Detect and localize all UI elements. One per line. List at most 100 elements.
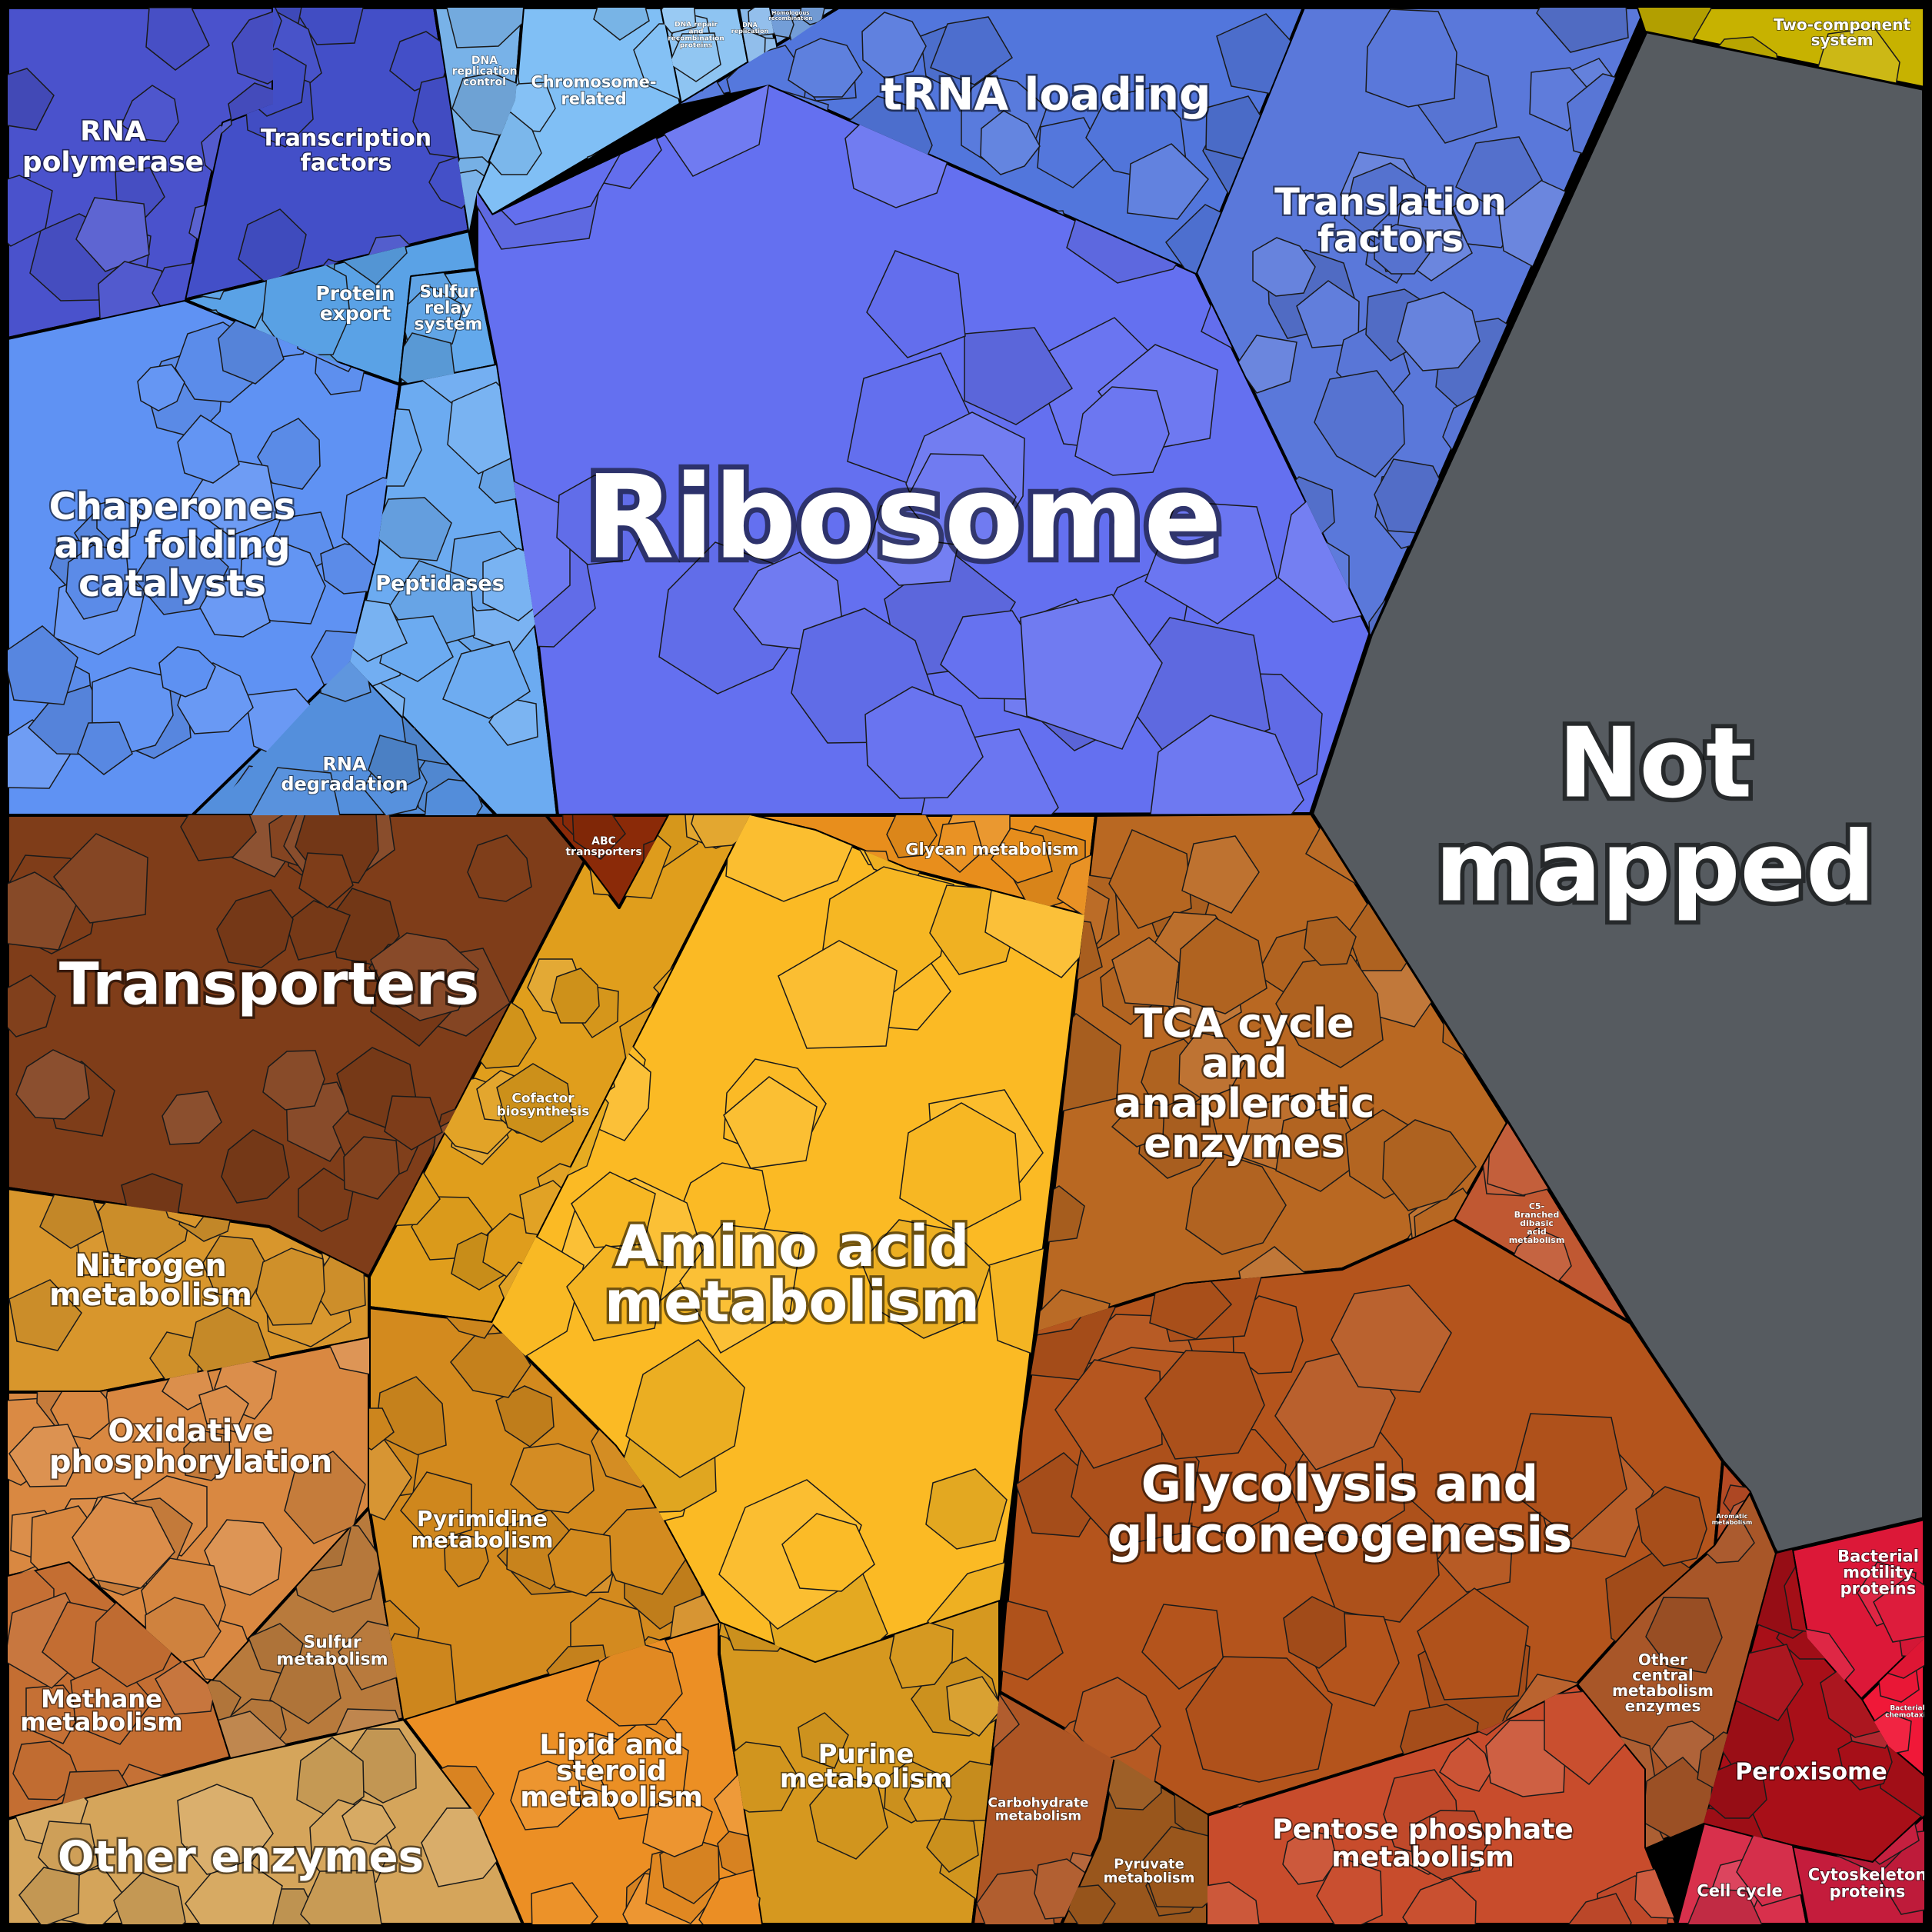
label-glycan-metabolism: Glycan metabolism bbox=[905, 840, 1079, 858]
sub-cell bbox=[1054, 1359, 1163, 1469]
sub-cell bbox=[1144, 1350, 1265, 1460]
sub-cell bbox=[679, 1224, 803, 1354]
sub-cell bbox=[248, 767, 342, 815]
sub-cell bbox=[866, 250, 966, 358]
sub-cell bbox=[556, 475, 648, 565]
sub-cell bbox=[904, 1777, 952, 1822]
sub-cell bbox=[442, 641, 531, 719]
sub-cell bbox=[199, 578, 271, 638]
label-abc-transporters: ABC transporters bbox=[565, 835, 641, 858]
label-c5-branched: C5-Branched dibasic acid metabolism bbox=[1509, 1201, 1565, 1245]
sub-cell bbox=[926, 1818, 979, 1873]
sub-cell bbox=[77, 721, 133, 775]
sub-cell bbox=[586, 1641, 683, 1727]
label-amino-acid-metabolism: Amino acid metabolism bbox=[605, 1214, 980, 1335]
sub-cell bbox=[1150, 715, 1304, 815]
sub-cell bbox=[384, 1095, 443, 1151]
label-pentose-phosphate: Pentose phosphate metabolism bbox=[1272, 1814, 1574, 1874]
sub-cell bbox=[899, 1102, 1021, 1233]
sub-cell bbox=[991, 828, 1053, 884]
label-other-central: Other central metabolism enzymes bbox=[1612, 1651, 1714, 1715]
sub-cell bbox=[1409, 1810, 1489, 1880]
sub-cell bbox=[798, 8, 825, 25]
sub-cell bbox=[1282, 1829, 1337, 1885]
sub-cell bbox=[257, 418, 321, 490]
sub-cell bbox=[300, 1870, 382, 1924]
sub-cell bbox=[185, 1860, 283, 1924]
sub-cell bbox=[496, 1063, 574, 1143]
sub-cell bbox=[343, 1136, 400, 1200]
sub-cell bbox=[1645, 1597, 1723, 1674]
label-protein-export: Protein export bbox=[315, 282, 395, 325]
label-trna-loading: tRNA loading bbox=[881, 68, 1211, 120]
sub-cell bbox=[113, 1872, 186, 1924]
sub-cell bbox=[467, 834, 532, 902]
sub-cell bbox=[1074, 386, 1170, 476]
sub-cell bbox=[781, 1513, 875, 1592]
sub-cell bbox=[1304, 916, 1357, 966]
sub-cell bbox=[551, 968, 600, 1024]
sub-cell bbox=[1252, 237, 1316, 297]
label-two-component: Two-component system bbox=[1774, 15, 1910, 49]
label-cytoskeleton: Cytoskeleton proteins bbox=[1808, 1865, 1927, 1900]
sub-cell bbox=[8, 625, 78, 705]
sub-cell bbox=[400, 1471, 472, 1544]
sub-cell bbox=[1111, 937, 1180, 1008]
sub-cell bbox=[1397, 291, 1481, 371]
texture-lipid-steroid bbox=[404, 1623, 761, 1924]
sub-cell bbox=[133, 535, 229, 615]
sub-cell bbox=[177, 415, 240, 484]
label-cofactor-biosynthesis: Cofactor biosynthesis bbox=[497, 1091, 590, 1119]
sub-cell bbox=[1185, 1152, 1287, 1255]
sub-cell bbox=[1208, 1881, 1261, 1924]
sub-cell bbox=[930, 16, 1013, 85]
sub-cell bbox=[284, 1451, 366, 1544]
sub-cell bbox=[725, 815, 862, 902]
sub-cell bbox=[1283, 1596, 1347, 1669]
label-rna-polymerase: RNA polymerase bbox=[22, 116, 204, 178]
label-chaperones: Chaperones and folding catalysts bbox=[49, 485, 296, 605]
label-bacterial-motility: Bacterial motility proteins bbox=[1837, 1547, 1919, 1597]
sub-cell bbox=[446, 8, 523, 48]
texture-dna-repair bbox=[661, 8, 721, 82]
sub-cell bbox=[204, 1519, 282, 1596]
sub-cell bbox=[369, 1435, 412, 1521]
sub-cell bbox=[323, 1338, 369, 1377]
label-pyruvate-metabolism: Pyruvate metabolism bbox=[1104, 1856, 1195, 1886]
sub-cell bbox=[904, 453, 1017, 550]
sub-cell bbox=[75, 197, 150, 272]
sub-cell bbox=[8, 1424, 82, 1487]
sub-cell bbox=[1178, 1031, 1246, 1101]
sub-cell bbox=[451, 72, 522, 136]
sub-cell bbox=[1374, 224, 1431, 275]
sub-cell bbox=[162, 1091, 222, 1145]
sub-cell bbox=[531, 1882, 598, 1924]
label-oxidative-phosphorylation: Oxidative phosphorylation bbox=[49, 1414, 332, 1480]
sub-cell bbox=[198, 1385, 249, 1433]
texture-cell-cycle bbox=[1684, 1829, 1807, 1924]
sub-cell bbox=[668, 32, 721, 82]
sub-cell bbox=[202, 1235, 269, 1300]
label-glycolysis: Glycolysis and gluconeogenesis bbox=[1108, 1456, 1572, 1564]
sub-cell bbox=[18, 1867, 80, 1924]
sub-cell bbox=[798, 1712, 849, 1769]
sub-cell bbox=[158, 646, 216, 698]
sub-cell bbox=[661, 8, 697, 34]
sub-cell bbox=[936, 821, 984, 873]
sub-cell bbox=[372, 497, 452, 561]
sub-cell bbox=[1331, 1284, 1452, 1393]
sub-cell bbox=[1684, 1887, 1767, 1924]
sub-cell bbox=[8, 175, 53, 247]
sub-cell bbox=[1144, 501, 1277, 625]
sub-cell bbox=[1111, 1103, 1165, 1148]
sub-cell bbox=[15, 1049, 90, 1120]
sub-cell bbox=[510, 1443, 595, 1514]
sub-cell bbox=[1365, 8, 1457, 108]
label-not-mapped: Not mapped bbox=[1435, 707, 1875, 924]
label-sulfur-metabolism: Sulfur metabolism bbox=[276, 1634, 388, 1670]
sub-cell bbox=[510, 1760, 581, 1830]
label-dna-repair: DNA repair and recombination proteins bbox=[668, 22, 724, 50]
sub-cell bbox=[778, 940, 898, 1049]
